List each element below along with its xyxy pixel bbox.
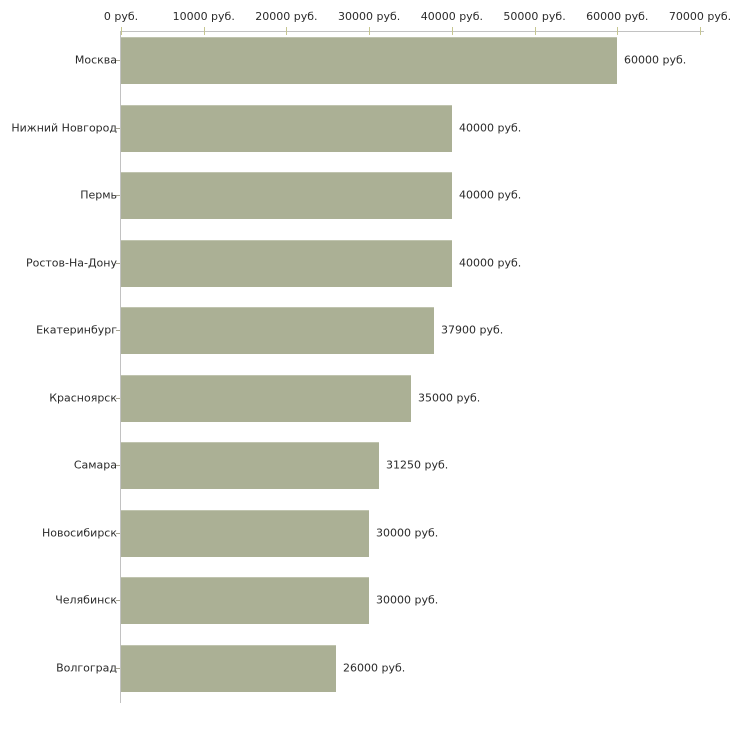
x-tick-label: 50000 руб. <box>503 10 566 23</box>
x-tick-label: 10000 руб. <box>172 10 235 23</box>
value-label: 31250 руб. <box>386 458 449 472</box>
bar <box>121 375 411 422</box>
value-label: 30000 руб. <box>376 593 439 607</box>
value-label: 37900 руб. <box>441 323 504 337</box>
y-tick-mark <box>116 398 120 399</box>
category-label: Красноярск <box>49 391 117 405</box>
x-tick-mark <box>369 27 371 35</box>
bar <box>121 645 336 692</box>
x-tick-mark <box>121 27 122 35</box>
y-tick-mark <box>116 465 120 466</box>
x-tick-mark <box>286 27 288 35</box>
bar <box>121 577 369 624</box>
y-tick-mark <box>116 263 120 264</box>
y-tick-mark <box>116 128 120 129</box>
x-tick-mark <box>700 27 701 35</box>
bar <box>121 105 452 152</box>
value-label: 40000 руб. <box>459 188 522 202</box>
y-tick-mark <box>116 600 120 601</box>
bar <box>121 510 369 557</box>
x-tick-mark <box>534 27 536 35</box>
bar <box>121 240 452 287</box>
y-tick-mark <box>116 60 120 61</box>
category-label: Москва <box>74 53 117 67</box>
value-label: 60000 руб. <box>624 53 687 67</box>
x-tick-label: 30000 руб. <box>338 10 401 23</box>
x-tick-label: 20000 руб. <box>255 10 318 23</box>
value-label: 35000 руб. <box>418 391 481 405</box>
value-label: 40000 руб. <box>459 256 522 270</box>
category-label: Самара <box>73 458 117 472</box>
y-axis-line <box>120 31 121 703</box>
x-tick-label: 60000 руб. <box>586 10 649 23</box>
bar <box>121 442 379 489</box>
x-axis-line <box>120 31 704 32</box>
value-label: 30000 руб. <box>376 526 439 540</box>
category-label: Екатеринбург <box>36 323 117 337</box>
y-tick-mark <box>116 668 120 669</box>
x-tick-label: 0 руб. <box>103 10 139 23</box>
y-tick-mark <box>116 195 120 196</box>
category-label: Челябинск <box>55 593 117 607</box>
category-label: Ростов-На-Дону <box>25 256 117 270</box>
value-label: 26000 руб. <box>343 661 406 675</box>
x-tick-mark <box>203 27 205 35</box>
category-label: Нижний Новгород <box>11 121 117 135</box>
category-label: Волгоград <box>56 661 117 675</box>
y-tick-mark <box>116 533 120 534</box>
y-tick-mark <box>116 330 120 331</box>
x-tick-label: 40000 руб. <box>420 10 483 23</box>
x-tick-mark <box>451 27 453 35</box>
bar <box>121 172 452 219</box>
bar <box>121 37 617 84</box>
category-label: Новосибирск <box>41 526 117 540</box>
x-tick-mark <box>617 27 619 35</box>
bar <box>121 307 434 354</box>
value-label: 40000 руб. <box>459 121 522 135</box>
x-tick-label: 70000 руб. <box>668 10 730 23</box>
category-label: Пермь <box>80 188 117 202</box>
